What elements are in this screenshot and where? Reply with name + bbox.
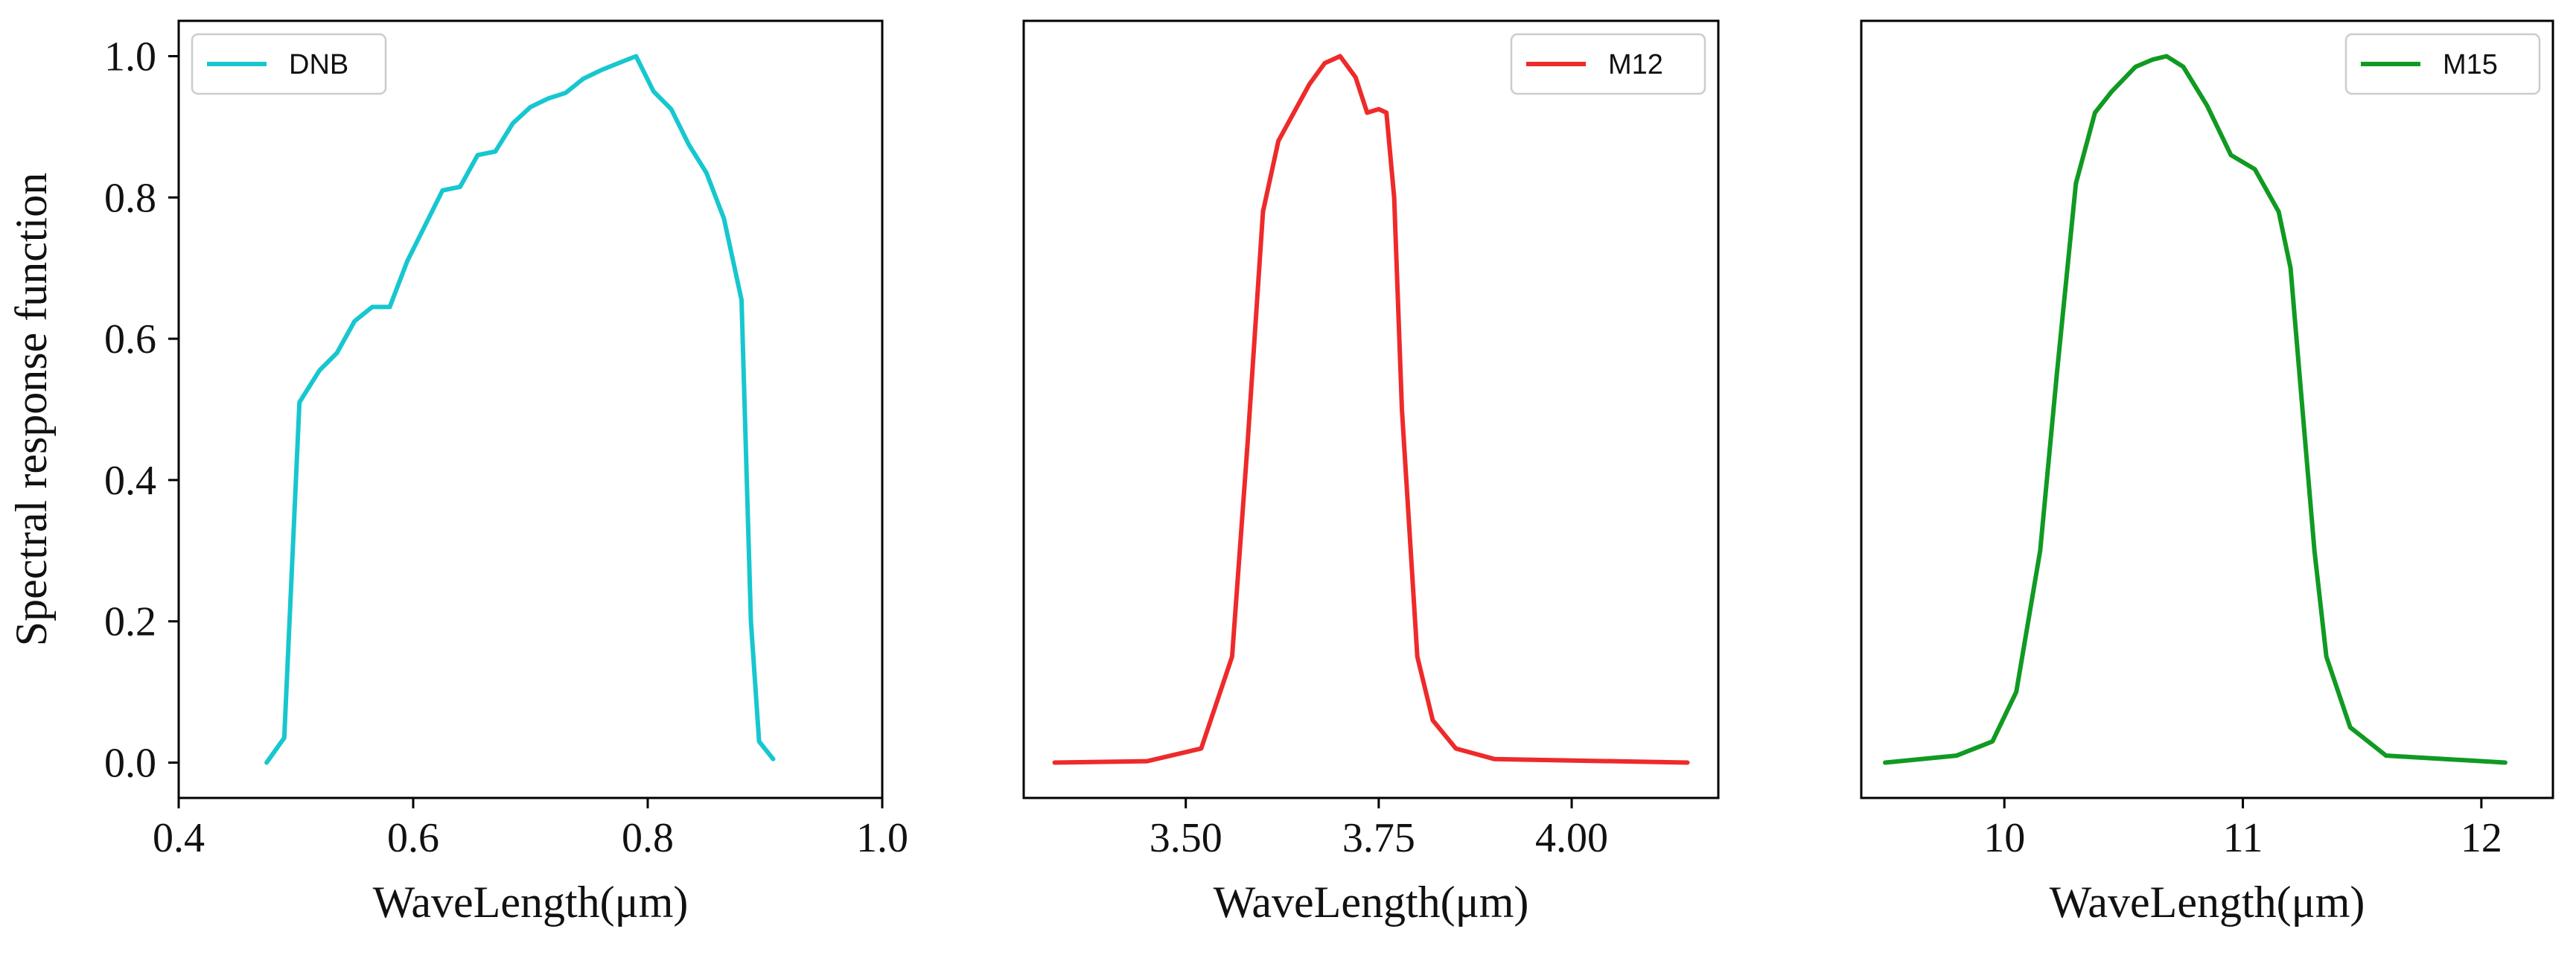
x-tick-label: 10 (1983, 815, 2025, 861)
legend: DNB (191, 33, 387, 95)
series-line-m12 (1052, 54, 1690, 765)
axes-frame (1022, 19, 1720, 799)
y-tick-label: 1.0 (104, 33, 156, 80)
legend: M12 (1510, 33, 1706, 95)
y-tick-label: 0.0 (104, 741, 156, 787)
y-tick-label: 0.8 (104, 175, 156, 221)
x-tick-label: 3.75 (1342, 815, 1415, 861)
x-tick-label: 0.4 (153, 815, 205, 861)
x-tick-label: 0.8 (622, 815, 674, 861)
x-axis-label: WaveLength(μm) (1214, 878, 1529, 927)
axes-frame (1860, 19, 2554, 799)
y-axis-label: Spectral response function (7, 173, 56, 646)
x-tick-label: 4.00 (1535, 815, 1608, 861)
legend-label: M12 (1608, 49, 1663, 80)
x-tick-label: 12 (2461, 815, 2502, 861)
legend-label: DNB (289, 49, 348, 80)
y-tick-label: 0.2 (104, 599, 156, 645)
x-tick-label: 3.50 (1150, 815, 1222, 861)
x-axis-label: WaveLength(μm) (2050, 878, 2365, 927)
y-tick-label: 0.6 (104, 316, 156, 362)
series-line-dnb (264, 54, 776, 765)
legend-box (2344, 33, 2541, 95)
axes-frame (177, 19, 884, 799)
x-tick-label: 1.0 (856, 815, 908, 861)
x-tick-label: 11 (2223, 815, 2263, 861)
x-axis-label: WaveLength(μm) (373, 878, 689, 927)
legend-box (191, 33, 387, 95)
x-tick-label: 0.6 (387, 815, 439, 861)
chart-panel-3: 10 11 12 WaveLength(μm) M15 (1860, 19, 2554, 927)
chart-panel-1: 0.4 0.6 0.8 1.0 0.0 0.2 0.4 0.6 0.8 1.0 WaveLength… (7, 19, 908, 927)
legend-label: M15 (2443, 49, 2498, 80)
series-line-m15 (1883, 54, 2508, 765)
y-tick-label: 0.4 (104, 458, 156, 504)
legend: M15 (2344, 33, 2541, 95)
legend-box (1510, 33, 1706, 95)
